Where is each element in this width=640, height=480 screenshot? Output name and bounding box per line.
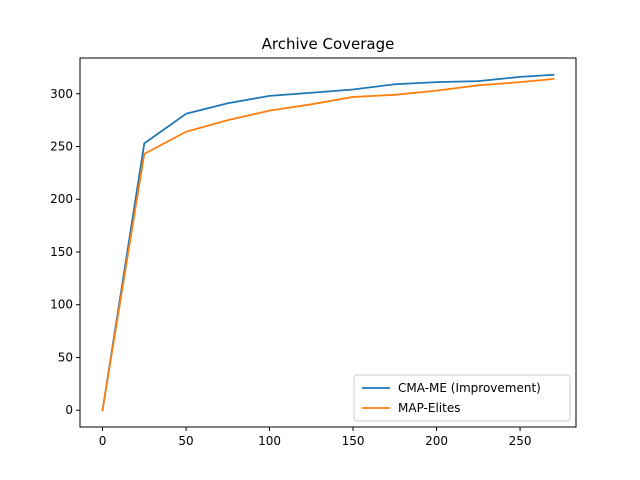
x-tick-label: 100 (258, 434, 281, 448)
y-tick-label: 300 (50, 87, 73, 101)
series-line-1 (101, 78, 555, 412)
y-tick-label: 150 (50, 245, 73, 259)
series-line-0 (101, 73, 555, 412)
y-tick-label: 250 (50, 140, 73, 154)
legend-label-1: MAP-Elites (398, 401, 460, 415)
legend-box (353, 374, 571, 422)
legend: CMA-ME (Improvement) MAP-Elites (353, 374, 571, 422)
x-tick-label: 0 (99, 434, 107, 448)
y-tick-label: 0 (65, 403, 73, 417)
x-tick-label: 200 (425, 434, 448, 448)
x-tick-label: 250 (509, 434, 532, 448)
y-tick-label: 200 (50, 192, 73, 206)
legend-label-0: CMA-ME (Improvement) (398, 381, 541, 395)
x-tick-label: 50 (178, 434, 193, 448)
y-tick-label: 100 (50, 298, 73, 312)
chart-title: Archive Coverage (262, 35, 395, 53)
plot-area: 0 50 100 150 200 250 0 50 100 150 200 250 300 (50, 73, 555, 448)
axes-frame (79, 57, 577, 428)
x-tick-label: 150 (342, 434, 365, 448)
y-tick-label: 50 (58, 350, 73, 364)
